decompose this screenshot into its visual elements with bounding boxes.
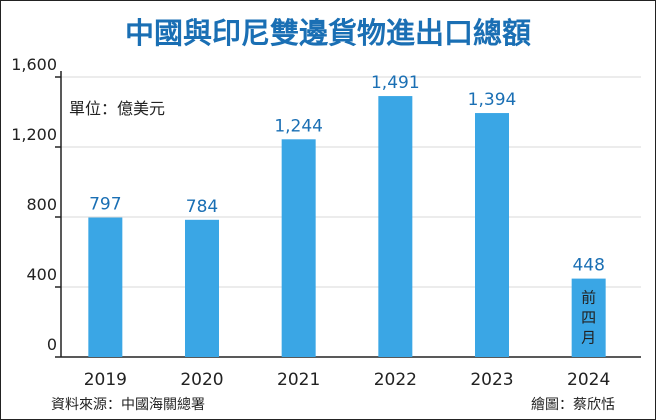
y-tick-label: 1,200 bbox=[11, 125, 57, 144]
source-note: 資料來源：中國海關總署 bbox=[51, 396, 205, 413]
x-tick-label: 2019 bbox=[84, 370, 127, 390]
chart-title: 中國與印尼雙邊貨物進出口總額 bbox=[125, 16, 531, 50]
y-axis: 0 400 800 1,200 1,600 bbox=[11, 55, 641, 358]
x-axis: 2019 2020 2021 2022 2023 2024 bbox=[84, 370, 611, 390]
bar bbox=[281, 139, 316, 357]
bars: 797 784 1,244 1,491 1,394 448 前四月 bbox=[88, 73, 606, 357]
y-tick-label: 800 bbox=[26, 195, 57, 214]
x-tick-label: 2024 bbox=[567, 370, 610, 390]
bar bbox=[571, 278, 606, 357]
x-tick-label: 2020 bbox=[180, 370, 223, 390]
bar-note: 前四月 bbox=[581, 289, 596, 347]
bar bbox=[378, 96, 413, 357]
gridlines bbox=[61, 76, 641, 288]
data-label: 1,244 bbox=[274, 116, 323, 136]
bar bbox=[88, 217, 123, 357]
y-tick-label: 0 bbox=[47, 335, 57, 354]
data-label: 1,394 bbox=[468, 90, 517, 110]
unit-note: 單位：億美元 bbox=[69, 99, 165, 118]
data-label: 448 bbox=[572, 256, 604, 276]
x-tick-label: 2021 bbox=[277, 370, 320, 390]
data-label: 1,491 bbox=[371, 73, 420, 93]
data-label: 797 bbox=[89, 195, 121, 215]
x-tick-label: 2023 bbox=[470, 370, 513, 390]
data-label: 784 bbox=[186, 197, 218, 217]
bar bbox=[475, 113, 509, 357]
y-tick-label: 400 bbox=[26, 265, 57, 284]
x-tick-label: 2022 bbox=[374, 370, 417, 390]
y-tick-label: 1,600 bbox=[11, 55, 57, 74]
credit-note: 繪圖：蔡欣恬 bbox=[531, 396, 615, 413]
bar bbox=[185, 219, 219, 357]
